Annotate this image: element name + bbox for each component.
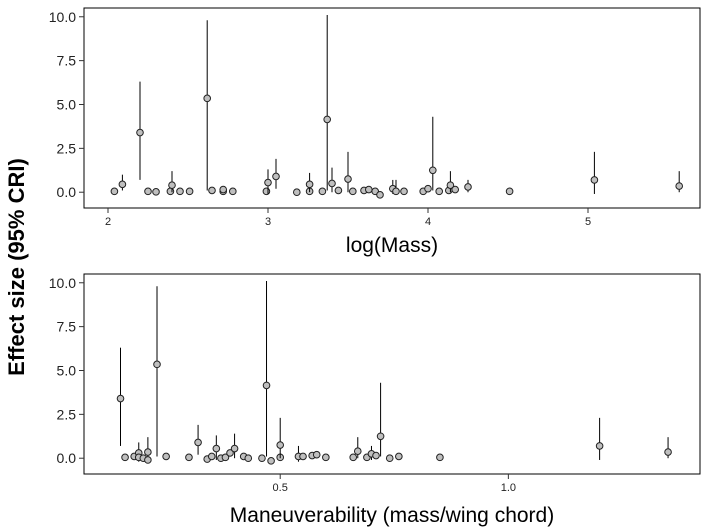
y-tick-label: 10.0	[49, 275, 76, 291]
effect-size-point	[194, 438, 202, 447]
effect-size-point	[436, 453, 444, 462]
effect-size-point	[226, 449, 234, 457]
effect-size-point	[262, 187, 271, 196]
effect-size-point	[144, 448, 152, 456]
effect-size-point	[349, 187, 357, 196]
x-axis-title: log(Mass)	[346, 234, 438, 257]
effect-size-point	[267, 457, 275, 465]
effect-size-point	[116, 394, 125, 403]
panel-maneuverability: 0.0 2.5 5.0 7.5 10.0 0.5 1.0 Maneuverability (…	[49, 273, 701, 527]
effect-size-point	[323, 115, 332, 124]
panel-mass: 0.0 2.5 5.0 7.5 10.0 2 3 4 5 log(Mass)	[49, 7, 701, 257]
effect-size-point	[168, 181, 176, 189]
effect-size-point	[349, 453, 358, 462]
effect-size-point	[166, 187, 175, 196]
effect-size-point	[318, 187, 327, 196]
effect-size-point	[262, 381, 271, 390]
x-tick-label: 3	[265, 216, 271, 228]
effect-size-point	[424, 184, 432, 193]
effect-size-point	[203, 94, 211, 103]
effect-size-point	[185, 187, 194, 196]
effect-size-point	[208, 186, 216, 195]
tick-layer: 0.0 2.5 5.0 7.5 10.0 2 3 4 5	[49, 9, 591, 228]
effect-size-point	[229, 187, 237, 196]
effect-size-point	[152, 188, 160, 196]
effect-size-point	[590, 176, 599, 184]
effect-size-point	[272, 172, 280, 181]
effect-size-point	[595, 442, 604, 450]
y-tick-label: 5.0	[57, 362, 77, 378]
effect-size-point	[121, 453, 129, 462]
effect-size-point	[293, 188, 301, 197]
effect-size-point	[176, 187, 184, 196]
effect-size-point	[219, 185, 227, 194]
effect-size-point	[365, 185, 373, 194]
effect-size-point	[334, 186, 343, 195]
effect-size-point	[322, 453, 330, 462]
effect-size-point	[344, 175, 352, 183]
effect-size-point	[305, 180, 314, 189]
effect-size-point	[110, 187, 119, 196]
effect-size-point	[299, 452, 307, 461]
x-axis-title: Maneuverability (mass/wing chord)	[230, 504, 554, 527]
panel-frame	[83, 273, 701, 475]
effect-size-point	[153, 360, 161, 369]
effect-size-point	[144, 456, 152, 464]
y-tick-label: 2.5	[57, 406, 77, 422]
marks-layer	[110, 15, 684, 199]
effect-size-point	[185, 453, 193, 462]
effect-size-point	[400, 187, 408, 196]
effect-size-point	[312, 450, 321, 459]
x-tick-label: 1.0	[501, 482, 516, 494]
effect-size-point	[144, 187, 152, 196]
panel-frame	[83, 7, 701, 209]
effect-size-point	[212, 444, 221, 453]
effect-size-point	[505, 187, 514, 196]
effect-size-point	[221, 453, 230, 462]
y-tick-label: 7.5	[57, 53, 77, 69]
effect-size-point	[264, 178, 272, 187]
effect-size-point	[162, 452, 170, 461]
y-tick-label: 0.0	[57, 450, 77, 466]
effect-size-point	[395, 452, 403, 461]
effect-size-point	[353, 447, 362, 455]
effect-size-point	[451, 185, 460, 194]
effect-size-point	[385, 454, 394, 463]
effect-size-point	[675, 182, 684, 190]
effect-size-point	[435, 187, 444, 196]
effect-size-point	[464, 183, 472, 191]
x-tick-label: 0.5	[273, 482, 288, 494]
y-tick-label: 7.5	[57, 319, 77, 335]
effect-size-point	[136, 128, 144, 137]
effect-size-point	[230, 444, 239, 453]
y-tick-label: 5.0	[57, 96, 77, 112]
effect-size-point	[244, 454, 253, 463]
marks-layer	[116, 281, 672, 465]
tick-layer: 0.0 2.5 5.0 7.5 10.0 0.5 1.0	[49, 275, 516, 494]
effect-size-point	[446, 181, 455, 189]
effect-size-point	[376, 191, 384, 199]
effect-size-point	[207, 452, 216, 461]
x-tick-label: 2	[105, 216, 111, 228]
x-tick-label: 4	[425, 216, 431, 228]
effect-size-point	[664, 448, 672, 456]
effect-size-point	[276, 441, 285, 449]
effect-size-point	[392, 187, 400, 196]
y-tick-label: 0.0	[57, 184, 77, 200]
effect-size-point	[376, 432, 385, 441]
y-axis-title: Effect size (95% CRI)	[4, 158, 29, 376]
y-tick-label: 10.0	[49, 9, 76, 25]
effect-size-point	[429, 166, 437, 175]
effect-size-point	[118, 180, 127, 189]
effect-size-point	[372, 451, 380, 460]
x-tick-label: 5	[585, 216, 591, 228]
effect-size-point	[328, 179, 336, 188]
y-tick-label: 2.5	[57, 140, 77, 156]
effect-size-point	[258, 454, 266, 463]
